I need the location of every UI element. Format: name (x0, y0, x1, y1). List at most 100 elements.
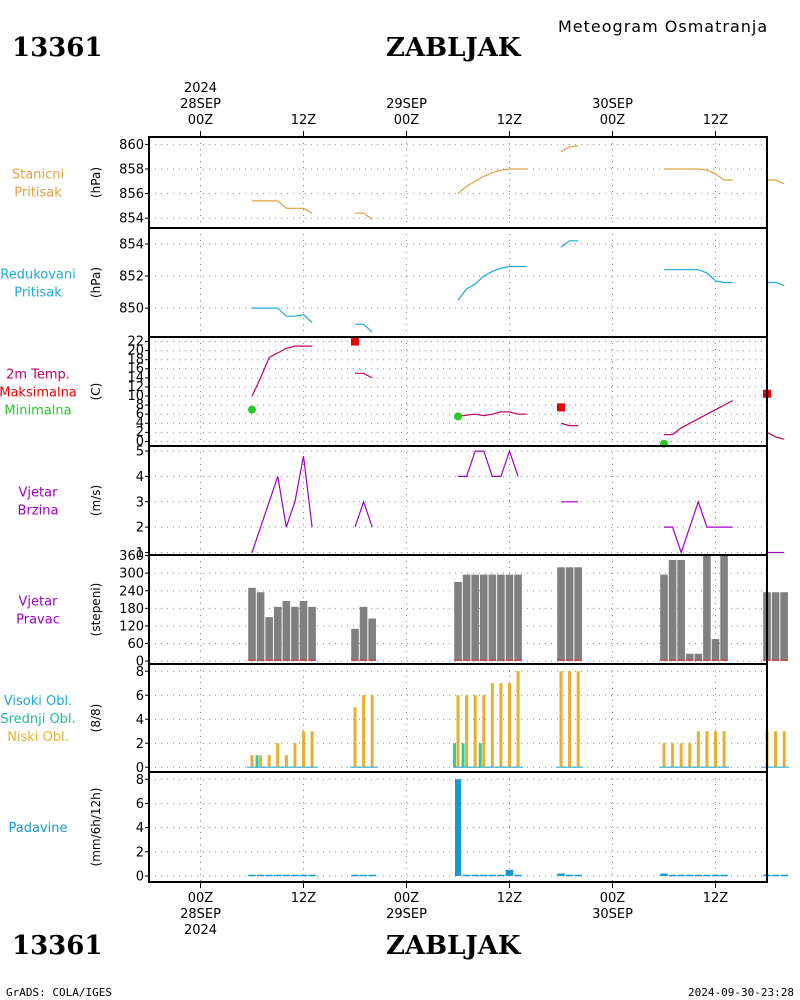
low-cloud-bar (267, 755, 271, 768)
y-tick-label: 4 (136, 470, 144, 485)
x-tick-label-bottom: 00Z (394, 891, 420, 906)
series-line (252, 307, 313, 324)
direction-bar (256, 592, 265, 662)
low-cloud-bar (473, 695, 477, 768)
precip-bar (660, 873, 668, 876)
y-tick-label: 14 (127, 371, 144, 386)
low-cloud-bar (722, 731, 726, 768)
y-tick-label: 4 (136, 821, 144, 836)
low-cloud-bar (714, 731, 717, 768)
low-cloud-bar (465, 695, 469, 768)
low-cloud-bar (688, 743, 692, 768)
panel-unit-label: (hPa) (89, 167, 103, 198)
precip-bar (299, 874, 308, 877)
precip-bar (308, 874, 316, 877)
panel-frame (148, 771, 768, 883)
direction-bar (479, 574, 488, 662)
y-tick-label: 12 (127, 380, 144, 395)
direction-bar (351, 628, 359, 662)
direction-bar (780, 592, 788, 662)
chart-title: Meteogram Osmatranja (558, 17, 768, 36)
y-tick-label: 60 (127, 637, 144, 652)
y-tick-label: 854 (119, 212, 144, 227)
x-tick-label-bottom: 12Z (497, 891, 523, 906)
y-tick-label: 2 (136, 425, 144, 440)
panel-label: Srednji Obl. (0, 712, 75, 727)
x-tick-label-top: 28SEP (180, 97, 221, 112)
series-line (664, 499, 733, 555)
precip-bar (256, 874, 265, 877)
series-line (560, 422, 579, 427)
panel-label: Redukovani (0, 268, 75, 283)
precip-bar (282, 874, 291, 877)
precip-bar (497, 874, 505, 877)
low-cloud-bar (276, 743, 280, 768)
y-tick-label: 180 (119, 602, 144, 617)
y-tick-label: 8 (136, 773, 144, 788)
y-tick-label: 0 (136, 761, 144, 776)
panel-label: Niski Obl. (7, 730, 69, 745)
y-tick-label: 0 (136, 870, 144, 885)
low-cloud-bar (250, 755, 254, 768)
direction-bar (265, 617, 273, 662)
y-tick-label: 854 (119, 238, 144, 253)
x-tick-label-bottom: 30SEP (592, 907, 633, 922)
direction-bar (668, 559, 677, 662)
precip-bar (685, 874, 694, 877)
series-line (664, 269, 733, 284)
panel-label: Vjetar (19, 595, 59, 610)
y-tick-label: 2 (136, 845, 144, 860)
low-cloud-bar (696, 731, 700, 768)
direction-bar (685, 653, 694, 662)
precip-bar (711, 874, 720, 877)
y-tick-label: 1 (136, 546, 144, 561)
low-cloud-bar (782, 731, 786, 768)
precip-bar (479, 874, 488, 877)
y-tick-label: 2 (136, 737, 144, 752)
x-tick-label-bottom: 28SEP (180, 907, 221, 922)
direction-bar (454, 581, 462, 662)
low-cloud-bar (490, 683, 494, 768)
x-tick-label-top: 30SEP (592, 97, 633, 112)
x-tick-label-top: 12Z (703, 113, 729, 128)
low-cloud-bar (293, 743, 297, 768)
y-tick-label: 852 (119, 270, 144, 285)
panel-label: Pritisak (14, 286, 62, 301)
panel-frame (148, 336, 768, 447)
direction-bar (368, 618, 376, 662)
panel-clouds: 0 2 4 6 8 (8/8) Visoki Obl. Srednji Obl. Niski O… (0, 663, 790, 776)
series-line (251, 455, 313, 553)
y-tick-label: 0 (136, 434, 144, 449)
y-tick-label: 6 (136, 407, 144, 422)
timestamp-label: 2024-09-30-23:28 (688, 986, 794, 999)
direction-bar (660, 574, 668, 662)
x-tick-label-bottom: 2024 (184, 923, 217, 938)
y-tick-label: 2 (136, 521, 144, 536)
series-line (767, 281, 785, 287)
precip-bar (668, 874, 677, 877)
series-line (767, 179, 785, 185)
low-cloud-bar (353, 707, 357, 768)
tmax-marker (557, 403, 565, 412)
y-tick-label: 16 (127, 362, 144, 377)
precip-bar (265, 874, 273, 877)
station-id-top: 13361 (12, 33, 102, 63)
series-line (354, 499, 373, 528)
precip-bar (359, 874, 368, 877)
series-line (252, 200, 313, 214)
precip-bar (557, 873, 565, 876)
precip-bar (488, 874, 497, 877)
low-cloud-bar (456, 695, 460, 768)
direction-bar (771, 592, 780, 662)
mid-cloud-bar (461, 743, 465, 768)
direction-bar (308, 606, 316, 662)
series-line (457, 411, 527, 418)
precip-bar (505, 869, 514, 876)
direction-bar (565, 567, 574, 662)
y-tick-label: 6 (136, 797, 144, 812)
direction-bar (488, 574, 497, 662)
x-tick-label-bottom: 29SEP (386, 907, 427, 922)
y-tick-label: 22 (127, 334, 144, 349)
